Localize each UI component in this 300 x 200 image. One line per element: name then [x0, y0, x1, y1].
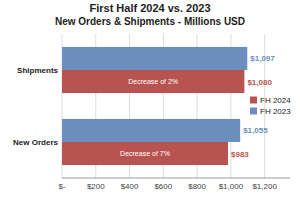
annotation: Decrease of 2%: [128, 78, 178, 85]
bar: [62, 119, 240, 142]
title: First Half 2024 vs. 2023: [89, 2, 210, 14]
x-tick-label: $400: [121, 182, 139, 191]
bar: [62, 47, 247, 70]
x-tick-label: $800: [188, 182, 206, 191]
x-tick-label: $-: [58, 182, 65, 191]
x-tick-label: $1,000: [219, 182, 244, 191]
x-tick-label: $200: [87, 182, 105, 191]
legend-label: FH 2023: [260, 107, 291, 116]
x-tick-label: $1,200: [252, 182, 277, 191]
bars: [62, 47, 247, 165]
x-axis-line: [62, 178, 290, 179]
data-label: $1,055: [243, 126, 268, 135]
legend-label: FH 2024: [260, 96, 291, 105]
category-label: New Orders: [13, 138, 58, 147]
grid: [62, 34, 265, 178]
category-label: Shipments: [17, 66, 58, 75]
legend: FH 2024 FH 2023: [250, 96, 291, 116]
bar: [62, 70, 244, 93]
annotation: Decrease of 7%: [120, 150, 170, 157]
legend-swatch: [250, 108, 257, 115]
data-label: $1,097: [250, 54, 275, 63]
background: [0, 0, 300, 200]
bar: [62, 142, 228, 165]
subtitle: New Orders & Shipments - Millions USD: [55, 16, 245, 27]
data-label: $983: [231, 150, 249, 159]
chart: First Half 2024 vs. 2023 New Orders & Shi…: [0, 0, 300, 200]
legend-swatch: [250, 97, 257, 104]
x-tick-label: $600: [154, 182, 172, 191]
data-label: $1,080: [247, 78, 272, 87]
